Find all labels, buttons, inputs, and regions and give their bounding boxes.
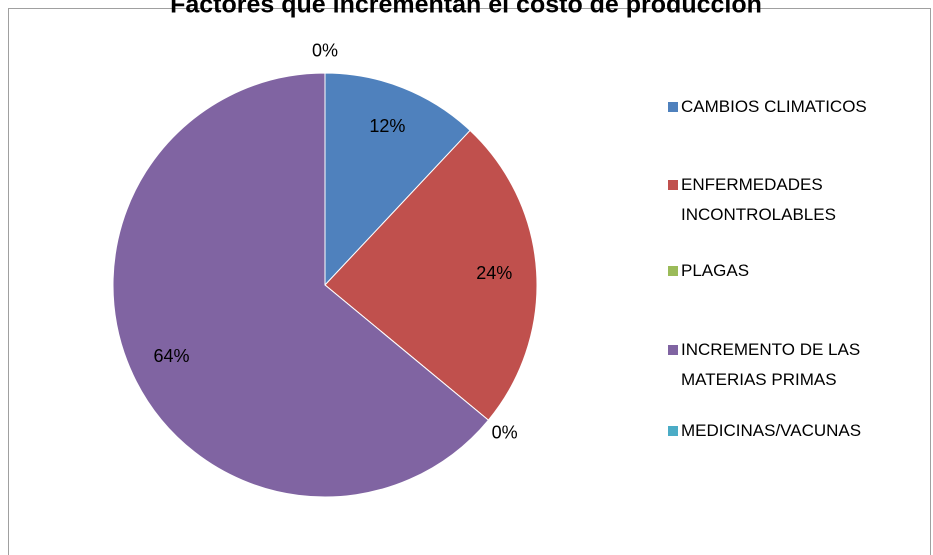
pie-slice (324, 72, 471, 287)
legend-label: PLAGAS (681, 261, 750, 280)
chart-frame (8, 8, 931, 555)
legend-swatch (668, 345, 678, 355)
chart-title: Factores que incrementan el costo de pro… (170, 0, 762, 19)
pie-slice (324, 129, 538, 421)
legend-item: CAMBIOS CLIMATICOS (668, 92, 923, 122)
legend-item: MEDICINAS/VACUNAS (668, 416, 923, 446)
legend-swatch (668, 266, 678, 276)
data-label: 64% (154, 346, 190, 366)
legend-item: ENFERMEDADES INCONTROLABLES (668, 170, 923, 230)
data-label: 0% (312, 41, 338, 61)
legend-swatch (668, 180, 678, 190)
legend-swatch (668, 102, 678, 112)
legend-label: MEDICINAS/VACUNAS (681, 421, 862, 440)
legend-swatch (668, 426, 678, 436)
legend-label: INCREMENTO DE LAS MATERIAS PRIMAS (681, 340, 861, 389)
legend-label: ENFERMEDADES INCONTROLABLES (681, 175, 836, 224)
data-label: 0% (492, 422, 518, 442)
pie-slice (112, 72, 490, 498)
legend-item: INCREMENTO DE LAS MATERIAS PRIMAS (668, 335, 923, 395)
data-label: 24% (476, 263, 512, 283)
legend-item: PLAGAS (668, 256, 923, 286)
legend-label: CAMBIOS CLIMATICOS (681, 97, 867, 116)
data-label: 12% (369, 116, 405, 136)
